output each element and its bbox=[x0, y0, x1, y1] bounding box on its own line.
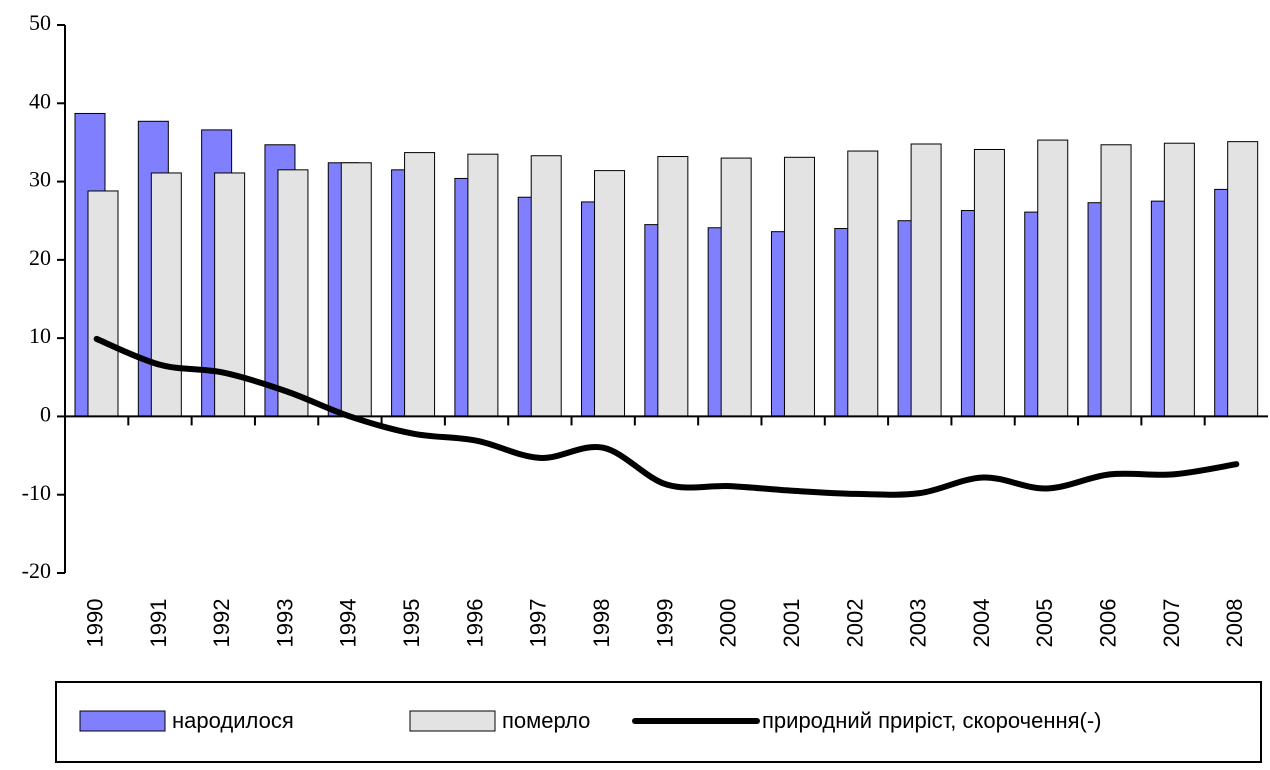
y-tick-label: 50 bbox=[29, 10, 51, 35]
legend-swatch bbox=[79, 710, 166, 732]
bar bbox=[214, 172, 246, 417]
x-tick-label: 1997 bbox=[526, 599, 551, 648]
x-tick-label: 2007 bbox=[1159, 599, 1184, 648]
x-tick-label: 2002 bbox=[842, 599, 867, 648]
x-tick-label: 1992 bbox=[209, 599, 234, 648]
x-tick-label: 1994 bbox=[336, 599, 361, 648]
bar bbox=[1227, 141, 1259, 417]
y-tick-label: 30 bbox=[29, 167, 51, 192]
bar bbox=[720, 157, 752, 417]
legend-label: природний приріст, скорочення(-) bbox=[762, 708, 1102, 733]
x-tick-label: 1998 bbox=[589, 599, 614, 648]
bar bbox=[87, 190, 119, 417]
bar bbox=[277, 169, 309, 417]
bar bbox=[657, 156, 689, 417]
x-tick-label: 1999 bbox=[652, 599, 677, 648]
x-tick-label: 2006 bbox=[1096, 599, 1121, 648]
y-tick-label: 10 bbox=[29, 323, 51, 348]
y-tick-label: -10 bbox=[22, 480, 51, 505]
x-tick-label: 2008 bbox=[1222, 599, 1247, 648]
y-tick-label: 20 bbox=[29, 245, 51, 270]
y-tick-label: 40 bbox=[29, 88, 51, 113]
bar bbox=[1163, 142, 1195, 417]
x-tick-label: 1993 bbox=[272, 599, 297, 648]
y-tick-label: 0 bbox=[40, 401, 51, 426]
bar bbox=[404, 152, 436, 417]
x-tick-label: 2004 bbox=[969, 599, 994, 648]
x-tick-label: 1996 bbox=[462, 599, 487, 648]
bar bbox=[973, 148, 1005, 417]
x-tick-label: 1990 bbox=[82, 599, 107, 648]
bar bbox=[530, 155, 562, 417]
x-tick-label: 2000 bbox=[716, 599, 741, 648]
bar bbox=[467, 153, 499, 417]
legend-label: народилося bbox=[172, 708, 294, 733]
y-tick-label: -20 bbox=[22, 558, 51, 583]
bar bbox=[1100, 144, 1132, 417]
legend-label: померло bbox=[502, 708, 590, 733]
line bbox=[93, 335, 1240, 498]
bar bbox=[910, 143, 942, 417]
bar bbox=[783, 156, 815, 417]
x-tick-label: 2003 bbox=[906, 599, 931, 648]
x-tick-label: 2001 bbox=[779, 599, 804, 648]
legend-swatch bbox=[409, 710, 496, 732]
bar bbox=[594, 170, 626, 417]
bar bbox=[847, 150, 879, 417]
x-tick-label: 1995 bbox=[399, 599, 424, 648]
bar bbox=[1037, 139, 1069, 417]
x-tick-label: 2005 bbox=[1032, 599, 1057, 648]
bar bbox=[150, 172, 182, 417]
x-tick-label: 1991 bbox=[146, 599, 171, 648]
bar bbox=[340, 162, 372, 417]
